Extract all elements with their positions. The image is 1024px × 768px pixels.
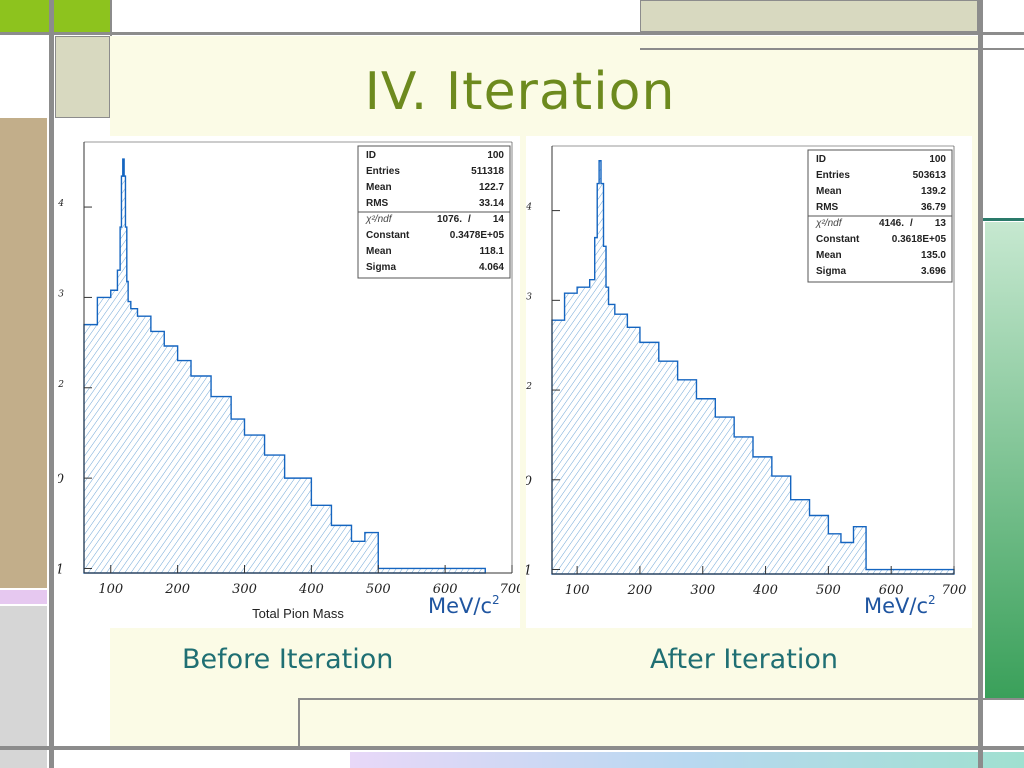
- fit-label: Sigma: [816, 266, 846, 277]
- y-tick-label: 104: [58, 199, 64, 216]
- y-tick-label: 102: [58, 380, 64, 397]
- fit-value: 4.064: [479, 262, 504, 273]
- stat-value: 122.7: [479, 182, 504, 193]
- fit-label: Mean: [366, 246, 392, 257]
- unit-label-left: MeV/c2: [428, 593, 500, 618]
- y-tick-label: 1: [526, 564, 532, 579]
- stat-label: Entries: [366, 166, 400, 177]
- fit-label: Sigma: [366, 262, 396, 273]
- stat-value: 139.2: [921, 186, 946, 197]
- x-tick-label: 600: [433, 582, 458, 597]
- chi2-slash: /: [910, 218, 913, 229]
- chi2-slash: /: [468, 214, 471, 225]
- x-tick-label: 400: [298, 582, 324, 597]
- x-tick-label: 100: [98, 582, 123, 597]
- corner-green-block: [0, 0, 110, 32]
- stat-label: Entries: [816, 170, 850, 181]
- fit-value: 0.3478E+05: [450, 230, 505, 241]
- chi2-label: χ²/ndf: [365, 214, 393, 225]
- stat-label: ID: [816, 154, 826, 165]
- right-teal-line: [983, 218, 1024, 221]
- bottom-gradient-strip: [350, 752, 1024, 768]
- fit-label: Constant: [816, 234, 860, 245]
- stat-label: Mean: [366, 182, 392, 193]
- stat-label: RMS: [816, 202, 839, 213]
- left-lilac-strip: [0, 590, 47, 604]
- x-tick-label: 700: [500, 582, 520, 597]
- left-tan-block: [0, 118, 47, 588]
- frame-line: [0, 32, 1024, 35]
- slide-title: IV. Iteration: [364, 62, 676, 122]
- x-tick-label: 400: [752, 583, 778, 598]
- x-tick-label: 100: [565, 583, 590, 598]
- y-tick-label: 103: [526, 292, 532, 309]
- caption-after: After Iteration: [650, 644, 838, 675]
- histogram-after-iteration: 1 10 102 103 104 100 200 300 400 500 600 700 ID 100 En…: [526, 145, 967, 598]
- fit-value: 0.3618E+05: [892, 234, 947, 245]
- stat-label: RMS: [366, 198, 389, 209]
- fit-label: Constant: [366, 230, 410, 241]
- frame-line: [110, 0, 112, 36]
- x-tick-label: 600: [879, 583, 904, 598]
- stat-value: 100: [929, 154, 946, 165]
- histogram-series: [83, 158, 486, 574]
- x-tick-label: 300: [232, 582, 257, 597]
- stats-box: ID 100 Entries 511318 Mean 122.7 RMS 33.14 χ²/nd…: [357, 145, 511, 279]
- top-khaki-block: [640, 0, 978, 32]
- fit-value: 3.696: [921, 266, 946, 277]
- ndf-value: 14: [493, 214, 505, 225]
- chi2-label: χ²/ndf: [815, 218, 843, 229]
- y-tick-label: 104: [526, 203, 532, 220]
- chi2-value: 4146.: [879, 218, 904, 229]
- y-tick-label: 103: [58, 289, 64, 306]
- stat-label: Mean: [816, 186, 842, 197]
- y-tick-label: 10: [526, 474, 532, 489]
- caption-before: Before Iteration: [182, 644, 394, 675]
- frame-line: [640, 48, 1024, 50]
- y-tick-label: 10: [58, 472, 64, 487]
- right-green-block: [985, 222, 1024, 698]
- histogram-before-iteration: 1 10 102 103 104 100 200 300 400 500 600 700 Total P…: [58, 141, 520, 621]
- stat-value: 36.79: [921, 202, 946, 213]
- fit-label: Mean: [816, 250, 842, 261]
- stat-value: 503613: [913, 170, 947, 181]
- stat-label: ID: [366, 150, 376, 161]
- stat-value: 33.14: [479, 198, 504, 209]
- chi2-value: 1076.: [437, 214, 462, 225]
- x-axis-label: Total Pion Mass: [252, 606, 344, 621]
- y-tick-label: 1: [58, 562, 64, 577]
- histogram-series: [551, 159, 955, 575]
- stat-value: 100: [487, 150, 504, 161]
- fit-value: 135.0: [921, 250, 946, 261]
- x-tick-label: 500: [366, 582, 391, 597]
- ndf-value: 13: [935, 218, 947, 229]
- stat-value: 511318: [471, 166, 504, 177]
- y-tick-label: 102: [526, 382, 532, 399]
- x-tick-label: 300: [690, 583, 715, 598]
- left-gray-block: [0, 606, 47, 768]
- frame-line: [0, 746, 1024, 750]
- unit-label-right: MeV/c2: [864, 593, 936, 618]
- frame-line: [978, 0, 983, 768]
- x-tick-label: 200: [627, 583, 653, 598]
- frame-line: [49, 0, 54, 768]
- x-tick-label: 200: [164, 582, 190, 597]
- x-tick-label: 500: [816, 583, 841, 598]
- fit-value: 118.1: [480, 246, 505, 257]
- top-left-khaki-block: [55, 36, 110, 118]
- bottom-outline-box: [298, 698, 1024, 750]
- x-tick-label: 700: [942, 583, 967, 598]
- stats-box: ID 100 Entries 503613 Mean 139.2 RMS 36.79 χ²/nd…: [807, 149, 953, 283]
